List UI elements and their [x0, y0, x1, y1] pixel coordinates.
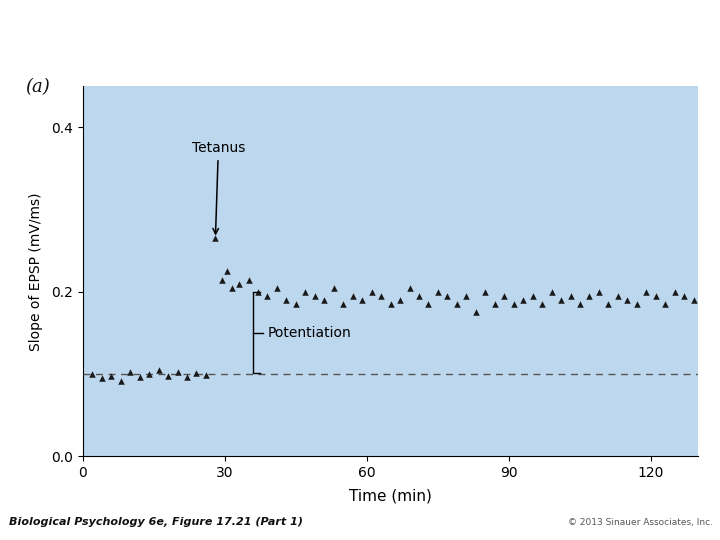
Point — [441, 292, 453, 300]
Point — [181, 373, 193, 382]
Point — [271, 284, 283, 292]
Point — [480, 288, 491, 296]
Point — [290, 300, 302, 308]
Point — [217, 275, 228, 284]
Point — [86, 370, 98, 379]
Point — [564, 292, 576, 300]
Point — [603, 300, 614, 308]
Point — [134, 372, 145, 381]
Point — [413, 292, 425, 300]
Point — [385, 300, 397, 308]
Point — [243, 275, 254, 284]
Point — [536, 300, 548, 308]
Point — [489, 300, 500, 308]
Point — [366, 288, 377, 296]
Point — [191, 369, 202, 377]
Point — [669, 288, 680, 296]
X-axis label: Time (min): Time (min) — [349, 488, 432, 503]
Point — [498, 292, 510, 300]
Point — [621, 296, 633, 305]
Point — [309, 292, 320, 300]
Point — [300, 288, 311, 296]
Point — [338, 300, 349, 308]
Point — [423, 300, 434, 308]
Point — [432, 288, 444, 296]
Point — [470, 308, 482, 317]
Point — [612, 292, 624, 300]
Point — [210, 234, 221, 243]
Point — [678, 292, 690, 300]
Point — [262, 292, 274, 300]
Text: © 2013 Sinauer Associates, Inc.: © 2013 Sinauer Associates, Inc. — [568, 518, 713, 526]
Point — [546, 288, 557, 296]
Point — [584, 292, 595, 300]
Point — [575, 300, 586, 308]
Point — [105, 372, 117, 380]
Point — [527, 292, 539, 300]
Point — [356, 296, 368, 305]
Point — [555, 296, 567, 305]
Point — [660, 300, 671, 308]
Point — [162, 372, 174, 380]
Point — [96, 374, 107, 382]
Point — [200, 370, 212, 379]
Text: Potentiation: Potentiation — [268, 326, 351, 340]
Text: Tetanus: Tetanus — [192, 141, 245, 234]
Point — [641, 288, 652, 296]
Point — [328, 284, 340, 292]
Point — [688, 296, 699, 305]
Y-axis label: Slope of EPSP (mV/ms): Slope of EPSP (mV/ms) — [29, 192, 43, 350]
Point — [281, 296, 292, 305]
Text: (a): (a) — [25, 78, 50, 96]
Text: Biological Psychology 6e, Figure 17.21 (Part 1): Biological Psychology 6e, Figure 17.21 (… — [9, 517, 302, 527]
Point — [125, 367, 136, 376]
Point — [631, 300, 643, 308]
Point — [518, 296, 529, 305]
Point — [153, 366, 164, 374]
Point — [143, 370, 155, 379]
Point — [222, 267, 233, 275]
Point — [347, 292, 359, 300]
Point — [115, 376, 127, 385]
Point — [395, 296, 406, 305]
Point — [650, 292, 662, 300]
Point — [375, 292, 387, 300]
Point — [508, 300, 520, 308]
Point — [252, 288, 264, 296]
Point — [461, 292, 472, 300]
Point — [172, 368, 184, 377]
Point — [404, 284, 415, 292]
Point — [593, 288, 605, 296]
Point — [226, 284, 238, 292]
Point — [318, 296, 330, 305]
Point — [233, 279, 245, 288]
Point — [451, 300, 463, 308]
Text: Figure 17.21  Long-Term Potentiation Occurs in the Hippocampus (Part 1): Figure 17.21 Long-Term Potentiation Occu… — [9, 15, 495, 28]
